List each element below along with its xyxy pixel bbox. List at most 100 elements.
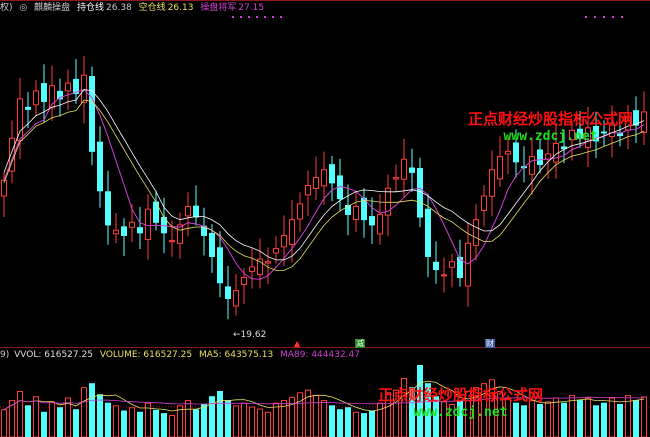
candle-up	[113, 229, 119, 235]
volume-bar	[465, 391, 471, 437]
candle-up	[465, 242, 471, 287]
candle-down	[137, 227, 143, 234]
volume-bar	[513, 402, 519, 437]
volume-bar	[353, 411, 359, 437]
volume-bar	[65, 397, 71, 437]
volume-bar	[25, 405, 31, 437]
indicator-name[interactable]: 麒麟操盘	[34, 3, 71, 13]
candle-down	[57, 90, 63, 100]
volume-bar	[281, 400, 287, 437]
empty-line-label: 空仓线	[138, 3, 166, 13]
signal-dot	[248, 16, 250, 18]
candle-up	[65, 82, 71, 92]
settings-icon[interactable]: ◎	[19, 3, 28, 13]
signal-dot	[232, 16, 234, 18]
candle-up	[489, 169, 495, 197]
volume-bar	[553, 397, 559, 437]
header-prefix: 权)	[0, 3, 13, 13]
volume-ma5-line	[3, 380, 645, 412]
volume-bar	[81, 387, 87, 437]
candle-up	[505, 150, 511, 155]
marker-up-arrow: ▲	[294, 339, 301, 348]
candle-down	[577, 128, 583, 139]
volume-bar	[305, 389, 311, 437]
volume-bar	[473, 387, 479, 437]
candle-up	[545, 153, 551, 160]
candle-up	[385, 187, 391, 216]
candle-up	[609, 124, 615, 138]
candle-up	[17, 98, 23, 142]
volume-bar	[97, 394, 103, 437]
volume-bar	[577, 400, 583, 437]
volume-bar	[41, 411, 47, 437]
volume-bar	[57, 407, 63, 437]
volume-bar	[569, 394, 575, 437]
volume-bar	[177, 405, 183, 437]
volume-bar	[393, 389, 399, 437]
volume-bar	[265, 411, 271, 437]
volume-bar	[633, 400, 639, 437]
candle-up	[273, 248, 279, 254]
volume-bar	[529, 400, 535, 437]
volume-bar	[273, 402, 279, 437]
tag-finance: 财	[485, 339, 495, 348]
volume-bar	[145, 402, 151, 437]
candle-down	[433, 261, 439, 271]
volume-bar	[321, 400, 327, 437]
low-price-label: ←19.62	[233, 330, 267, 340]
candle-up	[473, 219, 479, 246]
volume-bar	[641, 396, 647, 437]
candle-up	[585, 127, 591, 148]
candle-up	[297, 203, 303, 220]
empty-line-value: 26.13	[167, 3, 194, 13]
watermark-url: www.zdcj.net	[503, 129, 598, 144]
candle-up	[265, 261, 271, 264]
candle-up	[129, 221, 135, 228]
candle-down	[561, 146, 567, 150]
volume-bar	[585, 397, 591, 437]
candle-down	[121, 226, 127, 236]
candle-down	[513, 142, 519, 163]
signal-dot	[612, 16, 614, 18]
candle-up	[289, 219, 295, 246]
candle-down	[425, 208, 431, 257]
candle-up	[281, 234, 287, 248]
volume-bar	[593, 405, 599, 437]
candle-up	[353, 206, 359, 221]
volume-bar	[481, 383, 487, 437]
volume-bar	[401, 378, 407, 437]
candle-down	[89, 76, 95, 152]
candle-down	[25, 106, 31, 110]
signal-dot	[280, 16, 282, 18]
candle-up	[377, 213, 383, 235]
candle-down	[537, 149, 543, 165]
volume-ma89-line	[3, 396, 645, 411]
volume-bar	[73, 409, 79, 437]
volume-bar	[345, 407, 351, 437]
signal-dot	[603, 16, 605, 18]
volume-bar	[129, 407, 135, 437]
candle-up	[33, 90, 39, 106]
candle-up	[257, 258, 263, 276]
candle-up	[305, 185, 311, 196]
candle-up	[321, 169, 327, 187]
candle-up	[497, 156, 503, 180]
candle-up	[641, 111, 647, 133]
panel-divider[interactable]	[0, 347, 650, 348]
ma89-value: MA89: 444432.47	[280, 350, 360, 360]
volume-bar	[369, 410, 375, 437]
volume-bar	[329, 405, 335, 437]
indicator-header: 权) ◎ 麒麟操盘 持仓线 26.38 空仓线 26.13 操盘将军 27.15	[0, 2, 268, 14]
candle-down	[193, 205, 199, 218]
volume-bar	[209, 396, 215, 437]
candle-down	[361, 197, 367, 221]
watermark-top: 正点财经炒股指标公式网 www.zdcj.net	[468, 108, 633, 144]
watermark-url: www.zdcj.net	[413, 405, 508, 420]
candle-up	[441, 274, 447, 277]
volume-bar	[217, 391, 223, 437]
candle-down	[97, 141, 103, 192]
op-value: 27.15	[238, 3, 265, 13]
candle-up	[81, 74, 87, 103]
volume-bar	[153, 409, 159, 437]
